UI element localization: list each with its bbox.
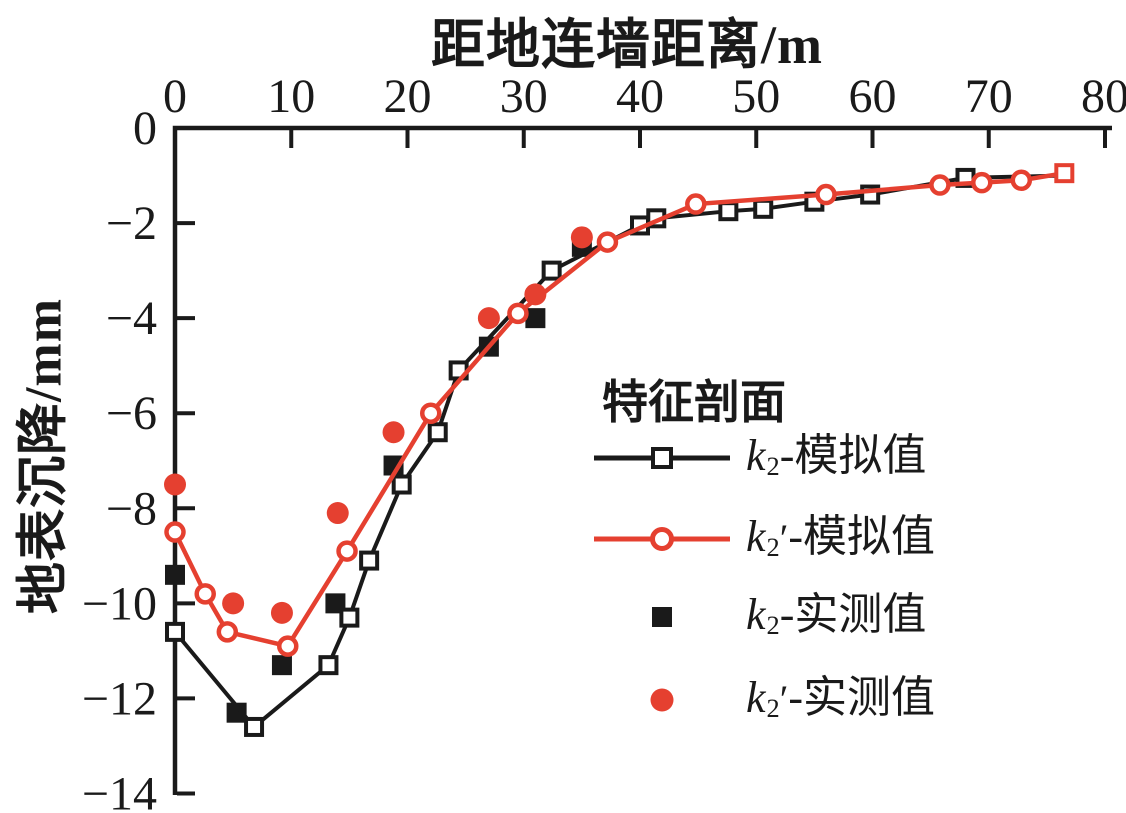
x-tick-label: 10 xyxy=(267,70,315,123)
filled-circle-marker xyxy=(477,307,500,330)
filled-circle-marker xyxy=(164,473,186,496)
open-circle-marker xyxy=(420,402,442,424)
y-tick-label: 0 xyxy=(133,102,157,155)
x-tick-label: 60 xyxy=(849,70,897,123)
series-2 xyxy=(165,236,592,723)
x-tick-label: 40 xyxy=(616,70,664,123)
filled-circle-marker xyxy=(570,226,593,249)
legend-item-label: k2′-模拟值 xyxy=(746,511,936,563)
x-tick-label: 50 xyxy=(732,70,780,123)
y-tick-label: −8 xyxy=(106,482,157,535)
open-circle-marker xyxy=(1010,169,1033,192)
legend-item-k2-measured: k2-实测值 xyxy=(592,589,927,643)
filled-square-marker xyxy=(165,564,185,585)
series-3 xyxy=(164,226,593,624)
legend-item-k2-simulated: k2-模拟值 xyxy=(592,430,927,484)
open-square-marker xyxy=(165,621,185,642)
y-tick-label: −4 xyxy=(106,292,157,345)
x-tick-label: 20 xyxy=(384,70,432,123)
legend-swatch-black-filled-square-icon xyxy=(652,607,672,627)
open-square-marker xyxy=(318,655,339,676)
open-circle-marker xyxy=(194,583,216,605)
open-square-marker xyxy=(541,260,562,281)
y-tick-label: −10 xyxy=(82,577,157,630)
open-square-marker xyxy=(359,550,380,571)
open-circle-marker xyxy=(685,193,707,215)
series-1 xyxy=(164,163,1075,657)
legend-swatch-red-line-open-circle-icon xyxy=(594,527,730,551)
open-circle-marker xyxy=(815,183,837,206)
x-tick-label: 30 xyxy=(500,70,548,123)
open-square-marker xyxy=(753,198,774,219)
open-circle-marker xyxy=(164,521,186,543)
x-tick-label: 70 xyxy=(965,70,1013,123)
open-circle-marker xyxy=(507,302,529,325)
filled-square-marker xyxy=(271,655,292,676)
open-circle-marker xyxy=(277,635,299,657)
x-tick-label: 80 xyxy=(1081,70,1126,123)
legend-item-label: k2′-实测值 xyxy=(746,672,936,724)
y-tick-label: −14 xyxy=(82,768,157,813)
x-tick-label: 0 xyxy=(163,70,187,123)
open-circle-marker xyxy=(336,540,358,562)
open-circle-marker xyxy=(971,171,993,194)
legend-swatch-red-filled-circle-icon xyxy=(650,688,674,712)
filled-circle-marker xyxy=(270,601,293,624)
open-square-marker xyxy=(1054,163,1075,184)
x-axis-title: 距地连墙距离/m xyxy=(431,15,823,75)
open-square-marker xyxy=(244,716,265,737)
open-circle-marker xyxy=(929,174,951,196)
y-tick-label: −12 xyxy=(82,672,157,725)
open-square-marker xyxy=(391,474,412,495)
open-circle-marker xyxy=(216,621,239,643)
legend-item-k2prime-measured: k2′-实测值 xyxy=(592,672,936,726)
y-tick-label: −6 xyxy=(106,387,157,440)
filled-circle-marker xyxy=(222,592,245,615)
filled-square-marker xyxy=(226,702,247,723)
legend-item-k2prime-simulated: k2′-模拟值 xyxy=(592,511,936,565)
legend-item-label: k2-实测值 xyxy=(746,589,927,641)
legend-item-label: k2-模拟值 xyxy=(746,430,927,482)
y-tick-label: −2 xyxy=(106,197,157,250)
open-square-marker xyxy=(427,422,448,443)
open-circle-marker xyxy=(596,231,619,253)
open-square-marker xyxy=(339,607,360,628)
filled-square-marker xyxy=(525,308,546,329)
legend-title: 特征剖面 xyxy=(602,377,786,428)
filled-circle-marker xyxy=(326,502,349,525)
filled-circle-marker xyxy=(524,283,547,306)
legend-swatch-black-line-open-square-icon xyxy=(594,447,730,469)
filled-circle-marker xyxy=(382,421,405,444)
open-square-marker xyxy=(718,201,739,222)
